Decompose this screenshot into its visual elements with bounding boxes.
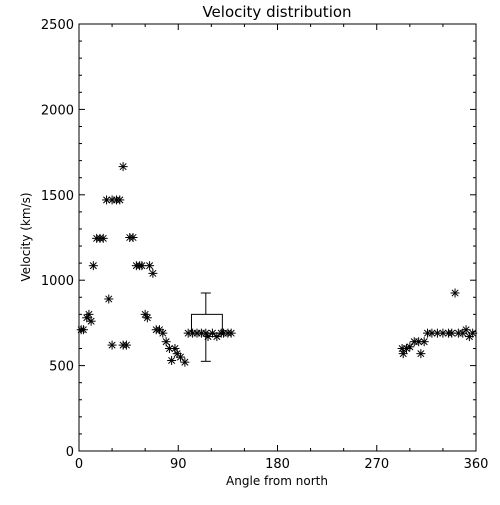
data-point	[432, 328, 442, 338]
data-point	[121, 340, 131, 350]
data-point	[128, 233, 138, 242]
chart-title: Velocity distribution	[202, 3, 351, 21]
plot-area-frame	[78, 23, 477, 452]
y-tick-label: 1000	[41, 274, 74, 289]
data-point	[86, 316, 96, 326]
data-point	[398, 349, 408, 359]
data-point	[226, 328, 236, 338]
data-point	[140, 309, 150, 319]
data-point	[438, 328, 448, 338]
y-axis-title: Velocity (km/s)	[19, 192, 33, 281]
data-point	[167, 355, 177, 365]
data-point	[107, 340, 117, 350]
data-point	[98, 233, 108, 243]
x-axis-title: Angle from north	[226, 474, 328, 488]
data-point	[175, 352, 185, 362]
data-point	[416, 349, 426, 359]
data-point	[461, 325, 471, 335]
data-point	[104, 294, 114, 304]
y-tick-label: 2000	[41, 103, 74, 118]
data-point	[450, 288, 460, 298]
data-point	[180, 357, 190, 367]
data-point	[142, 313, 152, 323]
data-point	[88, 261, 98, 271]
y-tick-label: 2500	[41, 18, 74, 33]
box-plot-box	[190, 313, 223, 334]
data-point	[115, 195, 125, 205]
data-point	[419, 337, 429, 347]
data-point	[468, 328, 478, 338]
data-point	[203, 332, 213, 342]
data-point	[212, 332, 222, 342]
data-point	[118, 162, 128, 172]
data-point	[137, 261, 147, 271]
x-tick-label: 180	[265, 457, 290, 472]
data-point	[164, 344, 174, 354]
x-tick-label: 90	[170, 457, 187, 472]
y-tick-label: 0	[66, 445, 74, 460]
data-point	[207, 328, 217, 338]
data-point	[405, 342, 415, 352]
y-tick-label: 1500	[41, 189, 74, 204]
data-point	[145, 261, 155, 271]
data-point	[78, 325, 88, 335]
data-point	[158, 328, 168, 338]
y-tick-label: 500	[49, 360, 74, 375]
data-point	[148, 268, 158, 278]
x-tick-label: 0	[75, 457, 83, 472]
data-point	[84, 309, 94, 319]
x-tick-label: 270	[364, 457, 389, 472]
data-point	[161, 337, 171, 347]
x-tick-label: 360	[464, 457, 489, 472]
